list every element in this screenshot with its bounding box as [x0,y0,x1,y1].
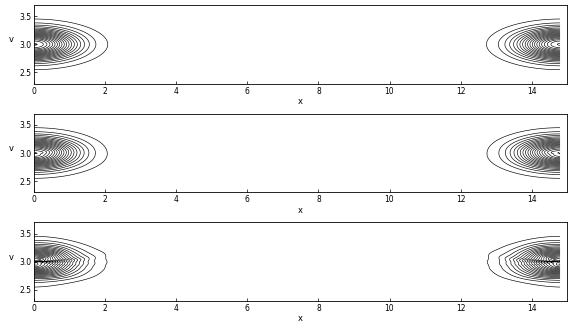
Y-axis label: v: v [9,144,14,153]
X-axis label: x: x [298,206,303,214]
Y-axis label: v: v [9,35,14,44]
X-axis label: x: x [298,314,303,323]
Y-axis label: v: v [9,253,14,262]
X-axis label: x: x [298,97,303,106]
